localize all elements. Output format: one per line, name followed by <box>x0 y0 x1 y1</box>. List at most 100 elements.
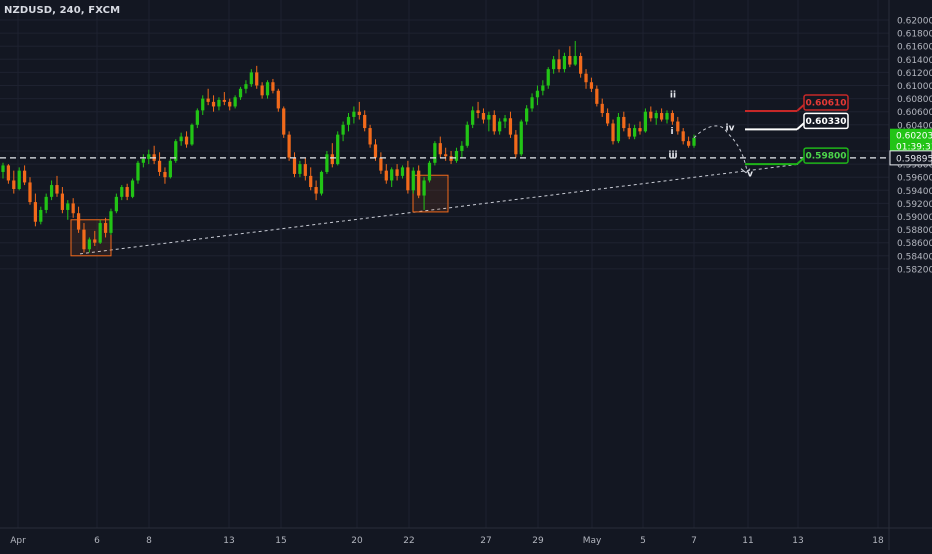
candle-body <box>120 187 124 197</box>
y-tick-label: 0.59400 <box>897 187 932 197</box>
candle-body <box>616 116 621 142</box>
wave-projection-path <box>693 125 748 171</box>
y-tick-label: 0.61000 <box>897 82 932 92</box>
candle-body <box>535 90 540 98</box>
projection-arrow <box>740 168 751 174</box>
symbol-label: NZDUSD, 240, FXCM <box>4 5 121 16</box>
candle-body <box>373 144 378 158</box>
candle-body <box>28 182 32 203</box>
candle-body <box>611 123 615 142</box>
candle-body <box>341 124 345 135</box>
candle-body <box>670 113 675 122</box>
candle-body <box>309 175 313 188</box>
candle-body <box>465 124 469 146</box>
candle-body <box>190 124 194 145</box>
wave-label-iv: iv <box>726 124 735 134</box>
time-axis[interactable]: Apr 6 8 13 15 20 22 27 29 May 5 7 11 13 18 <box>10 536 884 546</box>
y-tick-label: 0.59000 <box>897 213 932 223</box>
candle-body <box>552 59 556 70</box>
candle-body <box>390 169 394 181</box>
candle-body <box>411 170 415 191</box>
candle-body <box>66 203 70 210</box>
candle-body <box>109 211 113 233</box>
x-tick-label: 7 <box>691 536 697 546</box>
candle-body <box>174 141 178 161</box>
grid-lines <box>0 0 889 528</box>
candle-body <box>487 114 491 120</box>
candle-body <box>93 239 97 243</box>
candle-body <box>276 90 280 109</box>
candle-body <box>384 170 388 181</box>
price-axis[interactable]: 0.62000 0.61800 0.61600 0.61400 0.61200 0.610… <box>897 17 932 276</box>
x-tick-label: 22 <box>403 536 414 546</box>
candle-body <box>195 110 199 125</box>
candle-body <box>217 99 221 107</box>
candle-body <box>438 143 442 155</box>
y-tick-label: 0.60400 <box>897 121 932 131</box>
price-box-label: 0.60610 <box>806 99 847 109</box>
candle-body <box>514 134 518 155</box>
x-tick-label: May <box>583 536 602 546</box>
x-tick-label: 13 <box>792 536 803 546</box>
candle-body <box>12 180 16 189</box>
candle-body <box>233 97 237 107</box>
y-tick-label: 0.59600 <box>897 174 932 184</box>
x-tick-label: 15 <box>275 536 286 546</box>
candle-body <box>60 193 65 210</box>
candle-body <box>98 223 102 243</box>
candle-body <box>157 160 162 172</box>
current-price-value: 0.60203 <box>896 132 932 142</box>
candle-body <box>179 136 183 142</box>
candle-body <box>71 203 75 214</box>
wave-label-i: i <box>670 127 673 137</box>
candle-body <box>417 170 421 196</box>
candle-body <box>498 121 502 132</box>
candle-body <box>681 131 685 142</box>
candle-body <box>206 98 210 102</box>
candle-body <box>363 114 367 129</box>
y-tick-label: 0.58800 <box>897 226 932 236</box>
candle-body <box>600 103 604 114</box>
y-tick-label: 0.61600 <box>897 43 932 53</box>
y-tick-label: 0.62000 <box>897 17 932 27</box>
candle-body <box>638 128 642 132</box>
price-box-label: 0.59800 <box>806 152 847 162</box>
candle-body <box>492 114 496 132</box>
y-tick-label: 0.61200 <box>897 69 932 79</box>
candle-body <box>357 111 361 115</box>
candle-body <box>627 128 631 137</box>
x-tick-label: 20 <box>351 536 363 546</box>
x-tick-label: 5 <box>640 536 646 546</box>
dashed-level-value: 0.59895 <box>896 154 932 164</box>
y-tick-label: 0.58200 <box>897 265 932 275</box>
candle-body <box>319 171 324 194</box>
price-box <box>803 94 849 111</box>
candle-body <box>589 82 594 89</box>
candle-body <box>260 85 264 96</box>
candle-body <box>422 180 426 196</box>
candle-body <box>184 136 189 145</box>
candle-body <box>595 88 599 104</box>
candle-body <box>444 154 448 157</box>
candle-body <box>471 110 475 125</box>
candle-body <box>76 213 81 230</box>
candle-body <box>481 113 486 120</box>
x-tick-label: 8 <box>146 536 152 546</box>
candle-body <box>454 151 459 161</box>
candle-body <box>228 101 232 107</box>
candle-body <box>395 169 399 176</box>
y-tick-label: 0.58600 <box>897 239 932 249</box>
candle-body <box>292 157 297 174</box>
y-tick-label: 0.61800 <box>897 30 932 40</box>
candle-body <box>665 113 669 120</box>
candle-body <box>692 137 696 146</box>
trendline-support <box>79 163 801 255</box>
candle-body <box>568 56 572 65</box>
candle-body <box>201 98 205 111</box>
y-tick-label: 0.61400 <box>897 56 932 66</box>
candle-body <box>508 118 513 135</box>
y-tick-label: 0.59200 <box>897 200 932 210</box>
